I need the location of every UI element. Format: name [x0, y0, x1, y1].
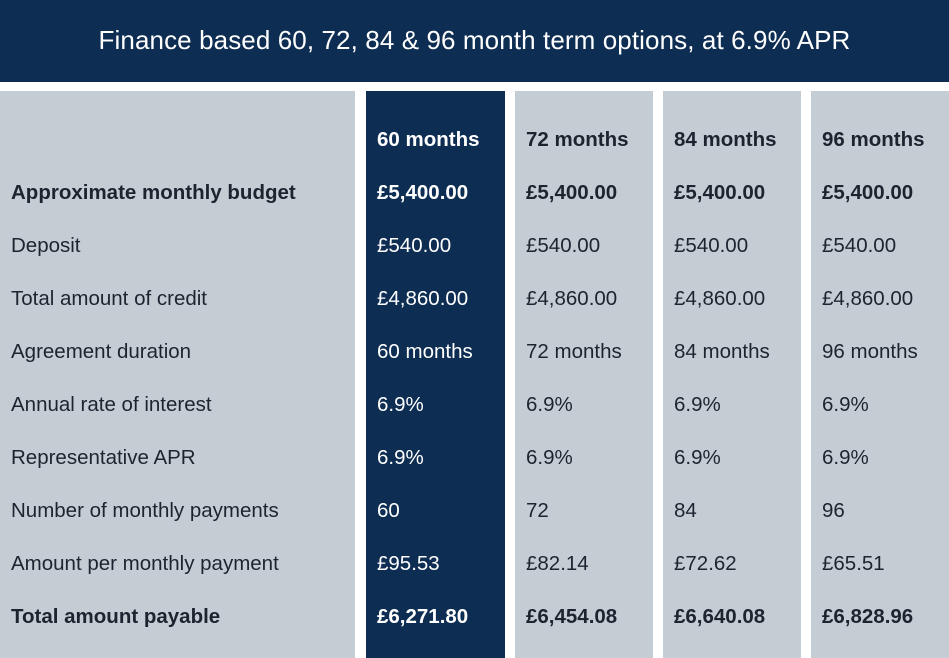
value-monthly-budget: £5,400.00 — [526, 181, 618, 204]
value-total-payable: £6,640.08 — [674, 605, 766, 628]
value-annual-interest: 6.9% — [822, 393, 869, 416]
value-total-credit: £4,860.00 — [674, 287, 766, 310]
row-label-total-credit: Total amount of credit — [11, 287, 207, 310]
term-column-60-months: 60 months £5,400.00 £540.00 £4,860.00 60… — [366, 91, 505, 658]
value-monthly-budget: £5,400.00 — [822, 181, 914, 204]
value-total-credit: £4,860.00 — [377, 287, 469, 310]
row-label-number-of-payments: Number of monthly payments — [11, 499, 279, 522]
row-label-total-payable: Total amount payable — [11, 605, 221, 628]
value-deposit: £540.00 — [526, 234, 601, 257]
value-representative-apr: 6.9% — [674, 446, 721, 469]
finance-banner: Finance based 60, 72, 84 & 96 month term… — [0, 0, 949, 82]
term-column-96-months: 96 months £5,400.00 £540.00 £4,860.00 96… — [811, 91, 949, 658]
value-deposit: £540.00 — [674, 234, 749, 257]
row-label-monthly-budget: Approximate monthly budget — [11, 181, 296, 204]
value-deposit: £540.00 — [377, 234, 452, 257]
value-number-of-payments: 96 — [822, 499, 845, 522]
term-column-72-months: 72 months £5,400.00 £540.00 £4,860.00 72… — [515, 91, 653, 658]
row-label-agreement-duration: Agreement duration — [11, 340, 192, 363]
value-representative-apr: 6.9% — [822, 446, 869, 469]
row-label-representative-apr: Representative APR — [11, 446, 196, 469]
value-amount-per-payment: £72.62 — [674, 552, 737, 575]
value-amount-per-payment: £65.51 — [822, 552, 885, 575]
value-agreement-duration: 96 months — [822, 340, 918, 363]
value-total-payable: £6,454.08 — [526, 605, 618, 628]
value-annual-interest: 6.9% — [526, 393, 573, 416]
value-agreement-duration: 84 months — [674, 340, 770, 363]
row-label-amount-per-payment: Amount per monthly payment — [11, 552, 279, 575]
value-representative-apr: 6.9% — [377, 446, 424, 469]
value-monthly-budget: £5,400.00 — [377, 181, 469, 204]
value-number-of-payments: 72 — [526, 499, 549, 522]
value-total-payable: £6,271.80 — [377, 605, 469, 628]
row-label-annual-interest: Annual rate of interest — [11, 393, 212, 416]
column-header: 72 months — [526, 128, 629, 151]
column-header: 84 months — [674, 128, 777, 151]
value-total-credit: £4,860.00 — [822, 287, 914, 310]
value-monthly-budget: £5,400.00 — [674, 181, 766, 204]
value-amount-per-payment: £95.53 — [377, 552, 440, 575]
column-header: 96 months — [822, 128, 925, 151]
term-column-84-months: 84 months £5,400.00 £540.00 £4,860.00 84… — [663, 91, 801, 658]
value-number-of-payments: 84 — [674, 499, 697, 522]
value-total-payable: £6,828.96 — [822, 605, 914, 628]
value-agreement-duration: 72 months — [526, 340, 622, 363]
row-labels-column: Approximate monthly budget Deposit Total… — [0, 91, 355, 658]
value-amount-per-payment: £82.14 — [526, 552, 589, 575]
row-label-deposit: Deposit — [11, 234, 81, 257]
value-representative-apr: 6.9% — [526, 446, 573, 469]
value-deposit: £540.00 — [822, 234, 897, 257]
value-agreement-duration: 60 months — [377, 340, 473, 363]
value-number-of-payments: 60 — [377, 499, 400, 522]
banner-title: Finance based 60, 72, 84 & 96 month term… — [98, 24, 851, 55]
value-total-credit: £4,860.00 — [526, 287, 618, 310]
value-annual-interest: 6.9% — [674, 393, 721, 416]
column-header: 60 months — [377, 128, 480, 151]
value-annual-interest: 6.9% — [377, 393, 424, 416]
